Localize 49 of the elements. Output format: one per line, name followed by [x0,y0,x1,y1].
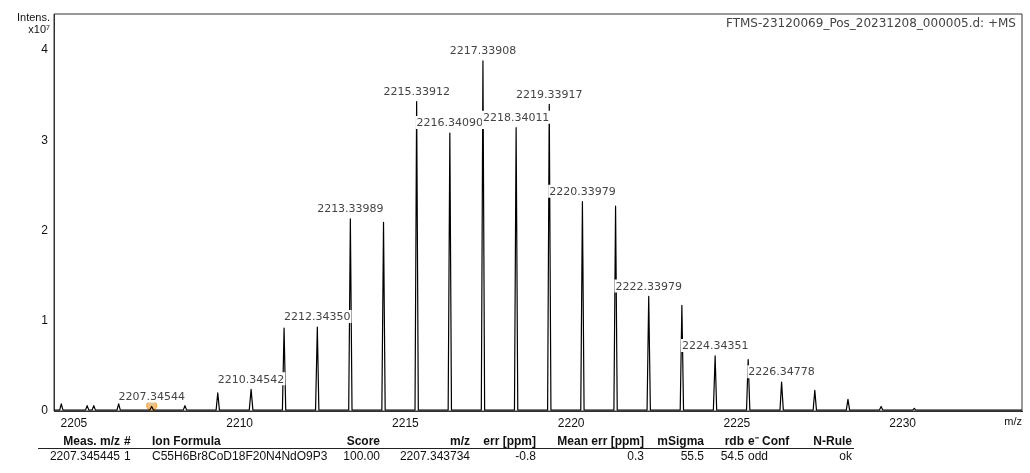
y-tick-label: 0 [41,403,49,418]
annotation: 2222.33979 [615,279,682,293]
text: Mean err [ppm] [538,434,646,449]
text: C55H6Br8CoD18F20N4NdO9P3 [151,449,328,463]
x-tick-label: 2230 [889,415,917,430]
text: 1 [123,449,132,463]
text: 55.5 [679,449,705,463]
text: m/z [382,434,472,449]
text: -0.8 [514,449,537,463]
annotation: 2213.33989 [317,202,384,216]
x-tick-label: 2225 [723,415,751,430]
x-tick-label: 2210 [226,415,254,430]
text: rdb [706,434,746,449]
text: Meas. m/z [38,434,122,449]
text: Ion Formula [150,434,326,449]
annotation: 2207.34544 [118,389,185,403]
y-tick-label: 4 [41,42,49,57]
x-tick-label: 2205 [60,415,88,430]
chart-title: FTMS-23120069_Pos_20231208_000005.d: +MS [725,16,1016,31]
y-tick-label: 2 [41,222,49,237]
text: mSigma [646,434,706,449]
annotation: 2218.34011 [482,111,550,125]
annotation: 2217.33908 [449,44,517,58]
annotation: 2226.34778 [748,365,815,379]
annotation: 2216.34090 [416,116,484,130]
y-axis-title: Intens. x10⁷ [16,10,51,35]
text: 0.3 [626,449,645,463]
text: err [ppm] [472,434,538,449]
text: Score [326,434,382,449]
text: # [122,434,150,449]
text: 2207.345445 [48,449,121,463]
text: odd [747,449,770,463]
x-tick-label: 2215 [392,415,420,430]
text: 54.5 [719,449,745,463]
annotation: 2215.33912 [383,84,450,98]
text: 2207.343734 [398,449,471,463]
text: N-Rule [804,434,854,449]
text: 100.00 [342,449,381,463]
x-tick-label: 2220 [557,415,585,430]
annotation: 2220.33979 [549,185,616,199]
annotation: 2210.34542 [217,372,285,386]
text: ok [838,449,853,463]
text: e⁻ Conf [746,434,804,449]
x-axis-title: m/z [1004,414,1022,427]
y-tick-label: 1 [41,313,49,328]
annotation: 2219.33917 [516,87,583,101]
y-tick-label: 3 [41,132,49,147]
annotation: 2224.34351 [681,339,749,353]
annotation: 2212.34350 [284,310,351,324]
